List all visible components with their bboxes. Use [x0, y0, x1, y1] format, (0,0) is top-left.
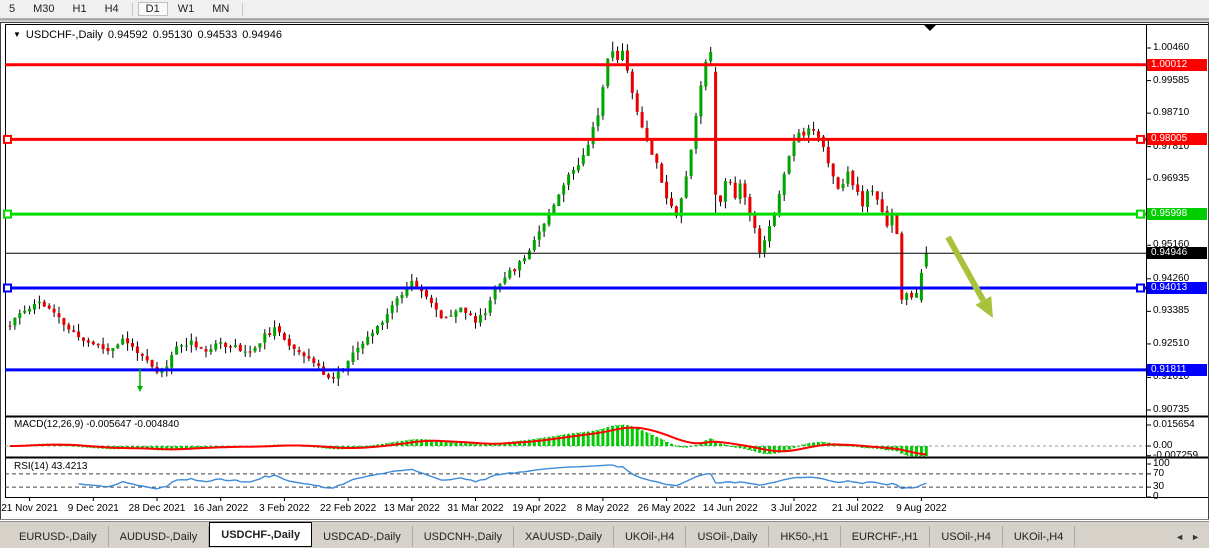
rsi-value: 43.4213 [51, 461, 88, 472]
date-label: 19 Apr 2022 [512, 503, 567, 514]
price-badge: 1.00012 [1147, 58, 1207, 71]
price-tick: 0.93385 [1153, 305, 1190, 317]
price-tick: 0.95160 [1153, 239, 1190, 251]
price-tick: 0.96935 [1153, 173, 1190, 185]
chart-tab-usoildaily[interactable]: USOil-,Daily [686, 526, 770, 547]
price-tick: 0.92510 [1153, 337, 1190, 349]
macd-axis-tick: -0.007259 [1153, 449, 1199, 461]
timeframe-button-5[interactable]: 5 [9, 3, 16, 15]
rsi-name: RSI(14) [14, 461, 49, 472]
timeframe-button-d1[interactable]: D1 [137, 2, 168, 16]
chart-tab-ukoilh4[interactable]: UKOil-,H4 [614, 526, 687, 547]
price-badge: 0.91811 [1147, 363, 1207, 376]
timeframe-button-w1[interactable]: W1 [177, 3, 195, 15]
symbol-label: USDCHF-,Daily [25, 29, 103, 41]
chart-tab-audusddaily[interactable]: AUDUSD-,Daily [109, 526, 210, 547]
tab-scroll-left-icon[interactable]: ◄ [1175, 532, 1185, 542]
rsi-axis-tick: 70 [1153, 467, 1165, 479]
date-label: 14 Jun 2022 [702, 503, 758, 514]
annotations [137, 25, 993, 392]
ohlc-low: 0.94533 [197, 29, 238, 41]
macd-axis-tick: 0.015654 [1153, 419, 1195, 430]
current-bar-marker-icon [924, 25, 936, 31]
price-badge: 0.98005 [1147, 133, 1207, 146]
date-label: 3 Jul 2022 [770, 503, 818, 514]
small-arrow-head [137, 386, 143, 392]
timeframe-button-mn[interactable]: MN [212, 3, 230, 15]
date-label: 21 Nov 2021 [1, 503, 58, 514]
chart-tab-xauusddaily[interactable]: XAUUSD-,Daily [514, 526, 614, 547]
rsi-axis-tick: 30 [1153, 481, 1165, 493]
date-label: 3 Feb 2022 [259, 503, 310, 514]
timeframe-button-h4[interactable]: H4 [104, 3, 119, 15]
symbol-dropdown-icon[interactable]: ▼ [13, 30, 21, 39]
price-badge: 0.94946 [1147, 247, 1207, 260]
ohlc-open: 0.94592 [107, 29, 148, 41]
ohlc-close: 0.94946 [242, 29, 282, 41]
chart-tab-usoilh4[interactable]: USOil-,H4 [930, 526, 1003, 547]
toolbar-separator [242, 2, 244, 16]
tab-scroll-right-icon[interactable]: ► [1191, 532, 1200, 542]
rsi-label: RSI(14) 43.4213 [14, 461, 87, 472]
chart-tab-ukoilh4[interactable]: UKOil-,H4 [1003, 526, 1076, 547]
macd-label: MACD(12,26,9) -0.005647 -0.004840 [14, 419, 179, 430]
timeframe-toolbar: 5 M30 H1 H4 D1 W1 MN [0, 0, 1209, 19]
timeframe-button-m30[interactable]: M30 [33, 3, 55, 15]
rsi-axis-tick: 0 [1153, 491, 1159, 502]
horizontal-level-lines [3, 63, 1146, 372]
toolbar-separator [131, 2, 133, 16]
date-label: 9 Dec 2021 [67, 503, 119, 514]
trend-arrow-head [975, 296, 993, 318]
chart-frames [0, 22, 1209, 520]
chart-tab-usdcnhdaily[interactable]: USDCNH-,Daily [413, 526, 514, 547]
date-label: 21 Jul 2022 [831, 503, 884, 514]
chart-tab-eurchfh1[interactable]: EURCHF-,H1 [841, 526, 931, 547]
rsi-panel [5, 464, 1146, 490]
price-tick: 0.98710 [1153, 107, 1190, 119]
ohlc-high: 0.95130 [152, 29, 193, 41]
date-label: 9 Aug 2022 [896, 503, 947, 514]
trend-arrow-shaft [945, 235, 986, 302]
price-badge: 0.95998 [1147, 208, 1207, 221]
chart-tab-bar: EURUSD-,Daily AUDUSD-,Daily USDCHF-,Daily U… [0, 521, 1209, 548]
price-tick: 1.00460 [1153, 42, 1190, 53]
tab-scroll-nav: ◄ ► [1175, 532, 1209, 548]
price-tick: 0.97810 [1153, 140, 1190, 152]
price-tick: 0.99585 [1153, 74, 1190, 86]
macd-axis-tick: 0.00 [1153, 440, 1173, 451]
date-label: 8 May 2022 [576, 503, 630, 514]
date-label: 13 Mar 2022 [383, 503, 440, 514]
candlesticks [8, 41, 928, 386]
chart-title: ▼ USDCHF-,Daily 0.94592 0.95130 0.94533 … [13, 29, 282, 41]
window-divider [0, 19, 1209, 22]
price-badge: 0.94013 [1147, 281, 1207, 294]
date-label: 28 Dec 2021 [128, 503, 186, 514]
date-label: 31 Mar 2022 [447, 503, 504, 514]
date-label: 26 May 2022 [637, 503, 696, 514]
price-tick: 0.91610 [1153, 371, 1190, 383]
chart-tab-usdchfdaily[interactable]: USDCHF-,Daily [209, 522, 313, 547]
macd-panel [5, 424, 1146, 457]
chart-tab-hk50h1[interactable]: HK50-,H1 [769, 526, 841, 547]
rsi-axis-tick: 100 [1153, 458, 1170, 469]
chart-tabs: EURUSD-,Daily AUDUSD-,Daily USDCHF-,Daily U… [8, 522, 1076, 548]
date-label: 22 Feb 2022 [320, 503, 377, 514]
date-label: 16 Jan 2022 [193, 503, 249, 514]
timeframe-button-h1[interactable]: H1 [72, 3, 87, 15]
price-tick: 0.94260 [1153, 272, 1190, 284]
chart-tab-usdcaddaily[interactable]: USDCAD-,Daily [312, 526, 413, 547]
chart-tab-eurusddaily[interactable]: EURUSD-,Daily [8, 526, 109, 547]
macd-values: -0.005647 -0.004840 [86, 419, 180, 430]
price-tick: 0.90735 [1153, 404, 1190, 415]
macd-name: MACD(12,26,9) [14, 419, 84, 430]
